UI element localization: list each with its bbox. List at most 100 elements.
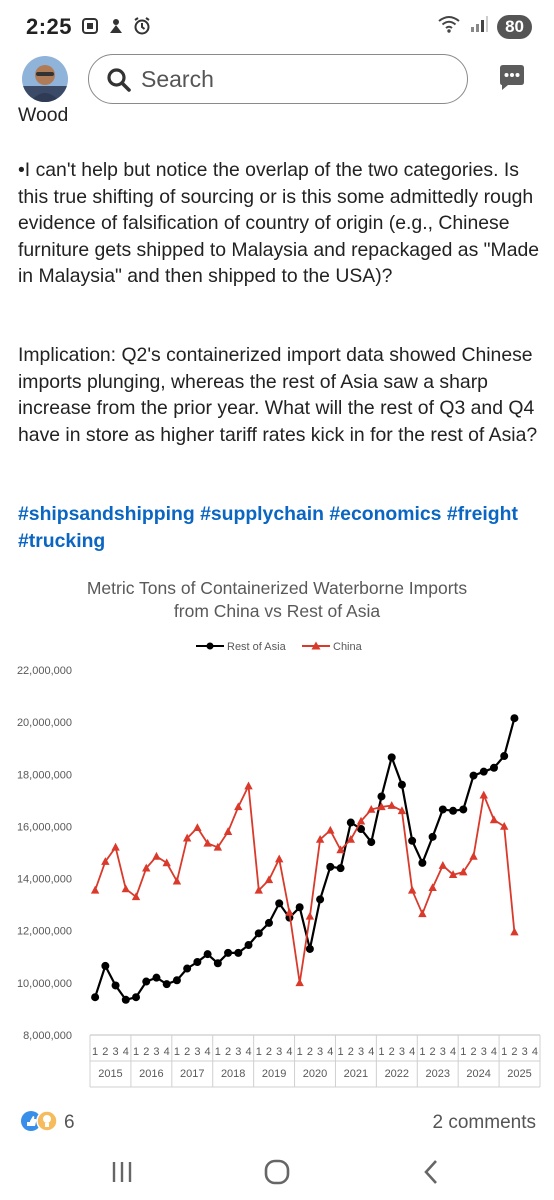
- data-point: [264, 918, 273, 927]
- quarter-tick-label: 3: [113, 1046, 119, 1058]
- data-point: [438, 861, 448, 869]
- data-point: [264, 875, 274, 884]
- system-navigation-bar: [0, 1140, 554, 1200]
- data-point: [510, 927, 519, 936]
- y-tick-label: 8,000,000: [23, 1030, 72, 1042]
- data-point: [479, 790, 488, 799]
- chart-title-line-1: Metric Tons of Containerized Waterborne …: [86, 578, 468, 598]
- data-point: [418, 909, 427, 918]
- data-point: [295, 903, 304, 912]
- data-point: [234, 948, 243, 957]
- data-point: [285, 907, 294, 916]
- search-icon: [107, 68, 131, 92]
- data-point: [90, 885, 100, 894]
- quarter-tick-label: 2: [102, 1046, 108, 1058]
- reaction-icons[interactable]: [20, 1110, 62, 1132]
- search-input[interactable]: Search: [88, 54, 468, 104]
- back-icon[interactable]: [412, 1152, 452, 1192]
- data-point: [152, 973, 161, 982]
- data-point: [377, 802, 386, 811]
- quarter-tick-label: 1: [378, 1046, 384, 1058]
- data-point: [193, 823, 202, 832]
- alarm-icon: [132, 16, 152, 36]
- comments-count[interactable]: 2 comments: [432, 1112, 536, 1133]
- data-point: [326, 825, 335, 834]
- messaging-icon[interactable]: [496, 62, 528, 94]
- data-point: [172, 976, 181, 985]
- quarter-tick-label: 2: [225, 1046, 231, 1058]
- data-point: [244, 941, 253, 950]
- data-point: [203, 950, 212, 959]
- data-point: [356, 816, 366, 825]
- year-tick-label: 2015: [98, 1068, 122, 1080]
- data-point: [152, 851, 161, 860]
- quarter-tick-label: 2: [184, 1046, 190, 1058]
- y-tick-label: 16,000,000: [17, 821, 72, 833]
- legend-marker-1: [311, 641, 321, 650]
- data-point: [377, 792, 386, 801]
- data-point: [346, 834, 355, 843]
- data-point: [448, 870, 458, 878]
- chart-image[interactable]: Metric Tons of Containerized Waterborne …: [0, 565, 554, 1095]
- data-point: [367, 804, 376, 813]
- data-point: [428, 883, 437, 891]
- quarter-tick-label: 3: [317, 1046, 323, 1058]
- data-point: [172, 876, 182, 885]
- system-icons: 80: [437, 14, 532, 39]
- data-point: [469, 771, 478, 780]
- profile-avatar[interactable]: [22, 56, 68, 102]
- data-point: [254, 929, 263, 938]
- data-point: [121, 884, 130, 893]
- post-hashtags[interactable]: #shipsandshipping #supplychain #economic…: [18, 503, 518, 552]
- quarter-tick-label: 1: [174, 1046, 180, 1058]
- quarter-tick-label: 3: [358, 1046, 364, 1058]
- legend-label-1: China: [333, 641, 363, 653]
- data-point: [346, 818, 355, 827]
- data-point: [367, 838, 376, 847]
- data-point: [244, 781, 253, 790]
- data-point: [182, 833, 192, 842]
- data-point: [418, 858, 427, 867]
- data-point: [203, 838, 212, 847]
- year-tick-label: 2018: [221, 1068, 245, 1080]
- quarter-tick-label: 1: [215, 1046, 221, 1058]
- data-point: [336, 864, 345, 873]
- quarter-tick-label: 4: [368, 1046, 374, 1058]
- quarter-tick-label: 1: [133, 1046, 139, 1058]
- data-point: [193, 958, 202, 966]
- social-counts-bar: 6 2 comments: [0, 1108, 554, 1138]
- data-point: [357, 825, 366, 834]
- data-point: [397, 780, 406, 789]
- search-placeholder: Search: [141, 66, 214, 92]
- home-icon[interactable]: [257, 1152, 297, 1192]
- data-point: [111, 981, 120, 990]
- legend-marker-0: [206, 642, 214, 650]
- data-point: [224, 948, 233, 957]
- quarter-tick-label: 4: [491, 1046, 497, 1058]
- quarter-tick-label: 1: [460, 1046, 466, 1058]
- recent-apps-icon[interactable]: [102, 1152, 142, 1192]
- data-point: [121, 995, 130, 1004]
- data-point: [223, 827, 233, 835]
- data-point: [254, 885, 263, 894]
- reaction-count[interactable]: 6: [64, 1112, 75, 1133]
- year-tick-label: 2021: [344, 1068, 368, 1080]
- data-point: [387, 801, 396, 809]
- year-tick-label: 2020: [303, 1068, 327, 1080]
- chart-title-line-2: from China vs Rest of Asia: [173, 601, 381, 621]
- quarter-tick-label: 1: [92, 1046, 98, 1058]
- post-paragraph-2: Implication: Q2's containerized import d…: [18, 344, 538, 446]
- quarter-tick-label: 3: [194, 1046, 200, 1058]
- year-tick-label: 2022: [385, 1068, 409, 1080]
- line-chart: 8,000,000 10,000,000 12,000,000 14,000,000 1…: [17, 641, 541, 1088]
- data-point: [213, 959, 222, 968]
- quarter-tick-label: 4: [450, 1046, 456, 1058]
- quarter-tick-label: 2: [348, 1046, 354, 1058]
- data-point: [408, 836, 417, 845]
- notification-icons: [80, 16, 152, 36]
- quarter-tick-label: 1: [419, 1046, 425, 1058]
- year-tick-label: 2019: [262, 1068, 286, 1080]
- quarter-tick-label: 3: [481, 1046, 487, 1058]
- post-paragraph-1: •I can't help but notice the overlap of …: [18, 159, 540, 287]
- year-tick-label: 2016: [139, 1068, 163, 1080]
